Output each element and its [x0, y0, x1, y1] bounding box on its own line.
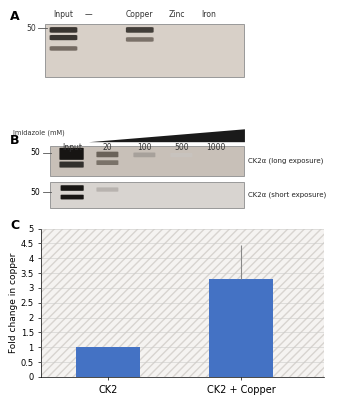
- FancyBboxPatch shape: [126, 27, 154, 33]
- FancyBboxPatch shape: [50, 46, 77, 51]
- FancyBboxPatch shape: [170, 153, 193, 157]
- Y-axis label: Fold change in copper: Fold change in copper: [9, 253, 18, 353]
- FancyBboxPatch shape: [134, 152, 155, 157]
- FancyBboxPatch shape: [126, 37, 154, 42]
- Text: Input: Input: [63, 143, 83, 152]
- FancyBboxPatch shape: [59, 148, 84, 160]
- Bar: [209, 279, 273, 377]
- Bar: [76, 347, 140, 377]
- FancyBboxPatch shape: [96, 187, 118, 192]
- Text: 50: 50: [31, 188, 40, 196]
- Text: Zinc: Zinc: [168, 10, 185, 19]
- Text: —: —: [85, 10, 93, 19]
- Text: 20: 20: [102, 143, 112, 152]
- Text: 100: 100: [137, 143, 152, 152]
- Text: 50: 50: [31, 148, 40, 157]
- FancyBboxPatch shape: [96, 160, 118, 165]
- FancyBboxPatch shape: [61, 185, 84, 191]
- Text: A: A: [10, 10, 20, 23]
- Text: 1000: 1000: [206, 143, 226, 152]
- FancyBboxPatch shape: [61, 195, 84, 199]
- Text: CK2α (long exposure): CK2α (long exposure): [248, 158, 324, 164]
- Bar: [50, 146, 244, 176]
- Polygon shape: [89, 129, 245, 142]
- Text: Copper: Copper: [126, 10, 154, 19]
- Bar: [45, 24, 244, 77]
- FancyBboxPatch shape: [96, 152, 118, 157]
- Bar: [50, 182, 244, 208]
- Text: 50: 50: [26, 24, 36, 33]
- Text: 500: 500: [174, 143, 189, 152]
- Text: CK2α (short exposure): CK2α (short exposure): [248, 191, 327, 198]
- Text: B: B: [10, 134, 20, 147]
- Text: Input: Input: [53, 10, 73, 19]
- FancyBboxPatch shape: [50, 27, 77, 33]
- Text: C: C: [10, 219, 19, 231]
- FancyBboxPatch shape: [50, 35, 77, 40]
- Text: Imidazole (mM): Imidazole (mM): [13, 129, 65, 136]
- Text: Iron: Iron: [202, 10, 217, 19]
- FancyBboxPatch shape: [59, 162, 84, 168]
